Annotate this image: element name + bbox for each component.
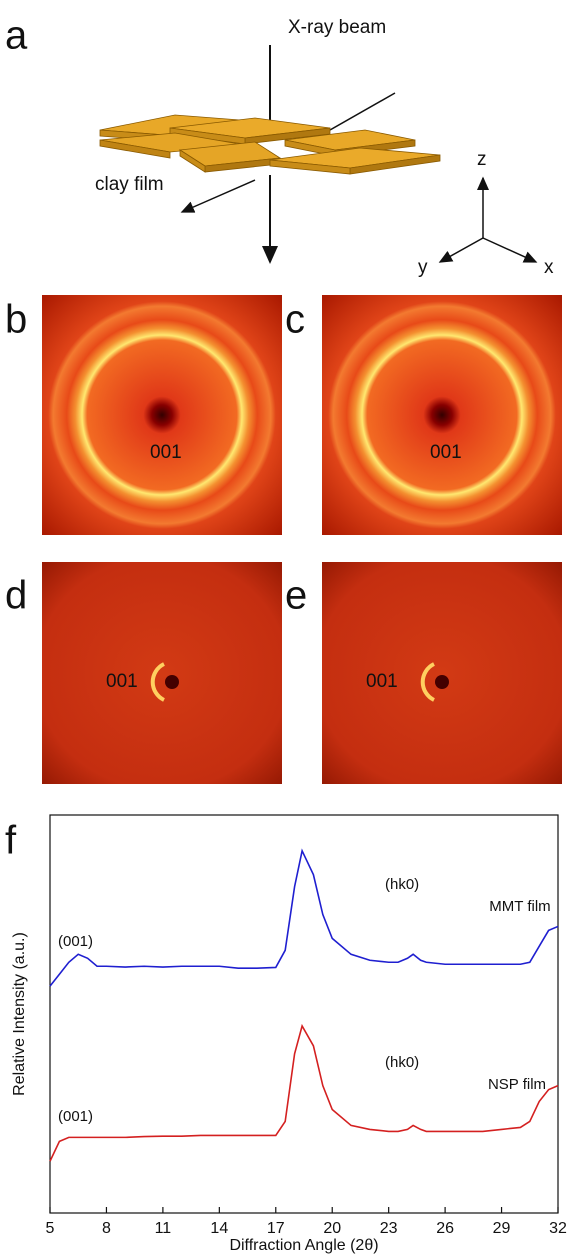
pattern-label: 001	[366, 671, 398, 692]
x-tick-label: 11	[155, 1220, 172, 1237]
y-axis-label: Relative Intensity (a.u.)	[11, 932, 28, 1096]
panel-label: e	[285, 574, 307, 618]
annotation: (hk0)	[385, 1054, 419, 1071]
x-tick-label: 8	[102, 1220, 111, 1237]
pattern-image: 001	[42, 562, 282, 784]
axis-label: z	[477, 149, 487, 170]
x-tick-label: 23	[380, 1220, 398, 1237]
annotation: (hk0)	[385, 876, 419, 893]
pattern-image: 001	[322, 295, 562, 535]
pattern-image: 001	[322, 562, 562, 784]
x-tick-label: 14	[210, 1220, 228, 1237]
plot-frame	[50, 815, 558, 1213]
axis-label: x	[544, 257, 554, 278]
series-line	[50, 1026, 558, 1161]
film-label: clay film	[95, 174, 164, 195]
pattern-label: 001	[150, 442, 182, 463]
x-tick-label: 20	[323, 1220, 341, 1237]
beam-label: X-ray beam	[288, 17, 386, 38]
axis-label: y	[418, 257, 428, 278]
x-tick-label: 26	[436, 1220, 454, 1237]
annotation: (001)	[58, 1108, 93, 1125]
x-tick-label: 17	[267, 1220, 285, 1237]
pattern-image: 001	[42, 295, 282, 535]
series-line	[50, 851, 558, 986]
x-axis-label: Diffraction Angle (2θ)	[229, 1237, 378, 1254]
x-tick-label: 32	[549, 1220, 567, 1237]
page: {"panel_labels": ["a", "b", "c", "d", "e…	[0, 0, 572, 1255]
diagram: X-ray beam clay film z y x	[95, 17, 554, 278]
panel-label: a	[5, 14, 28, 58]
x-tick-label: 29	[493, 1220, 511, 1237]
panel-label: b	[5, 298, 27, 342]
annotation: (001)	[58, 933, 93, 950]
pattern-label: 001	[430, 442, 462, 463]
pattern-label: 001	[106, 671, 138, 692]
series-label: NSP film	[488, 1076, 546, 1093]
panel-label: c	[285, 298, 305, 342]
figure: X-ray beam clay film z y x 001 001 001 0…	[0, 0, 572, 1255]
panel-label: f	[5, 819, 17, 863]
panel-label: d	[5, 574, 27, 618]
x-tick-label: 5	[46, 1220, 55, 1237]
series-label: MMT film	[489, 898, 550, 915]
